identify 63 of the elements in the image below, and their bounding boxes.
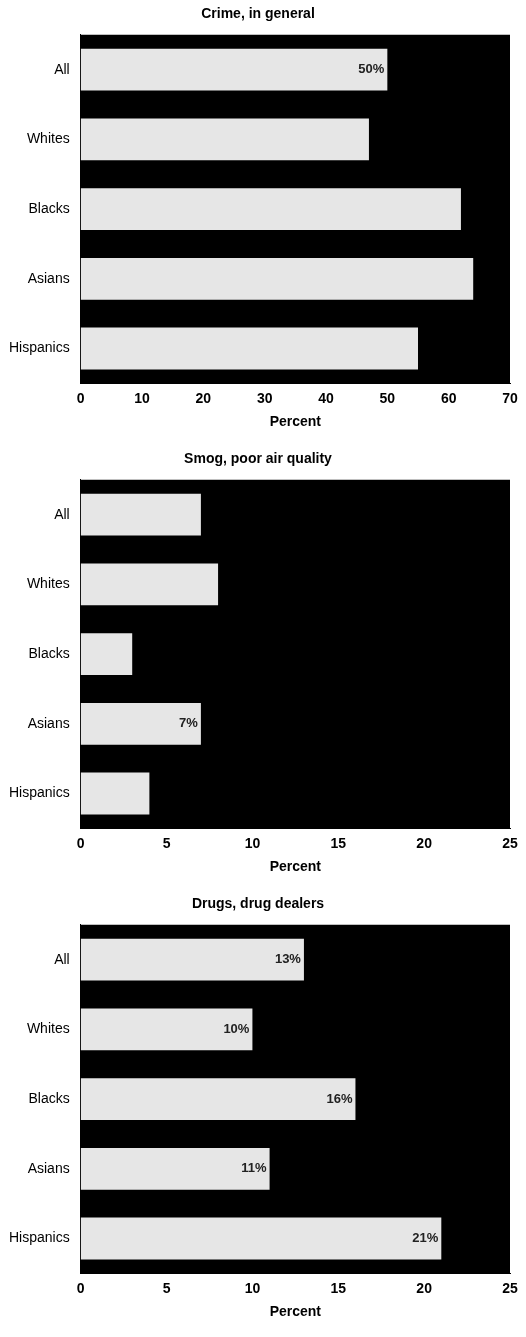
- x-tick-label: 5: [162, 834, 171, 851]
- y-tick-label: Blacks: [28, 1089, 70, 1106]
- y-tick-label: Whites: [26, 1020, 70, 1037]
- bar: [80, 327, 419, 370]
- bar: [80, 633, 133, 676]
- y-tick-label: Hispanics: [8, 1229, 70, 1246]
- x-axis-title: Percent: [269, 858, 322, 875]
- bar: [80, 938, 304, 981]
- y-tick-label: Whites: [26, 575, 70, 592]
- y-tick-label: Asians: [27, 1159, 70, 1176]
- bar: [80, 772, 150, 815]
- x-tick-label: 10: [244, 1279, 261, 1296]
- y-tick-label: All: [54, 505, 70, 522]
- bar: [80, 563, 219, 606]
- data-label: 50%: [358, 61, 385, 77]
- bar: [80, 702, 201, 745]
- y-tick-label: Blacks: [28, 199, 70, 216]
- x-tick-label: 40: [318, 389, 335, 406]
- data-label: 10%: [223, 1020, 250, 1036]
- x-axis-title: Percent: [269, 413, 322, 430]
- bar: [80, 188, 461, 231]
- chart-title: Crime, in general: [201, 5, 315, 22]
- x-tick-label: 0: [76, 1279, 85, 1296]
- x-tick-label: 15: [330, 834, 347, 851]
- y-tick-label: Hispanics: [8, 784, 70, 801]
- x-tick-label: 20: [195, 389, 212, 406]
- x-tick-label: 20: [416, 1279, 433, 1296]
- y-tick-label: All: [54, 60, 70, 77]
- x-tick-label: 70: [502, 389, 518, 406]
- x-axis-title: Percent: [269, 1303, 322, 1320]
- x-tick-label: 25: [502, 834, 518, 851]
- x-tick-label: 10: [134, 389, 151, 406]
- y-tick-label: Hispanics: [8, 339, 70, 356]
- bar: [80, 1078, 356, 1121]
- data-label: 7%: [179, 715, 199, 731]
- y-tick-label: Asians: [27, 714, 70, 731]
- bar: [80, 257, 474, 300]
- x-tick-label: 0: [76, 834, 85, 851]
- bar: [80, 493, 201, 536]
- bar: [80, 48, 388, 91]
- bar: [80, 1217, 442, 1260]
- x-tick-label: 15: [330, 1279, 347, 1296]
- data-label: 11%: [241, 1160, 268, 1176]
- y-tick-label: Blacks: [28, 644, 70, 661]
- bar: [80, 118, 369, 161]
- y-tick-label: All: [54, 950, 70, 967]
- chart-title: Drugs, drug dealers: [191, 895, 325, 912]
- bar: [80, 1147, 270, 1190]
- x-tick-label: 60: [440, 389, 457, 406]
- chart-title: Smog, poor air quality: [184, 450, 333, 467]
- x-tick-label: 5: [162, 1279, 171, 1296]
- x-tick-label: 25: [502, 1279, 518, 1296]
- y-tick-label: Whites: [26, 130, 70, 147]
- x-tick-label: 30: [256, 389, 273, 406]
- x-tick-label: 50: [379, 389, 396, 406]
- y-tick-label: Asians: [27, 269, 70, 286]
- bar: [80, 1008, 253, 1051]
- data-label: 21%: [412, 1230, 439, 1246]
- data-label: 16%: [326, 1090, 353, 1106]
- x-tick-label: 20: [416, 834, 433, 851]
- x-tick-label: 0: [76, 389, 85, 406]
- data-label: 13%: [274, 951, 302, 967]
- x-tick-label: 10: [244, 834, 261, 851]
